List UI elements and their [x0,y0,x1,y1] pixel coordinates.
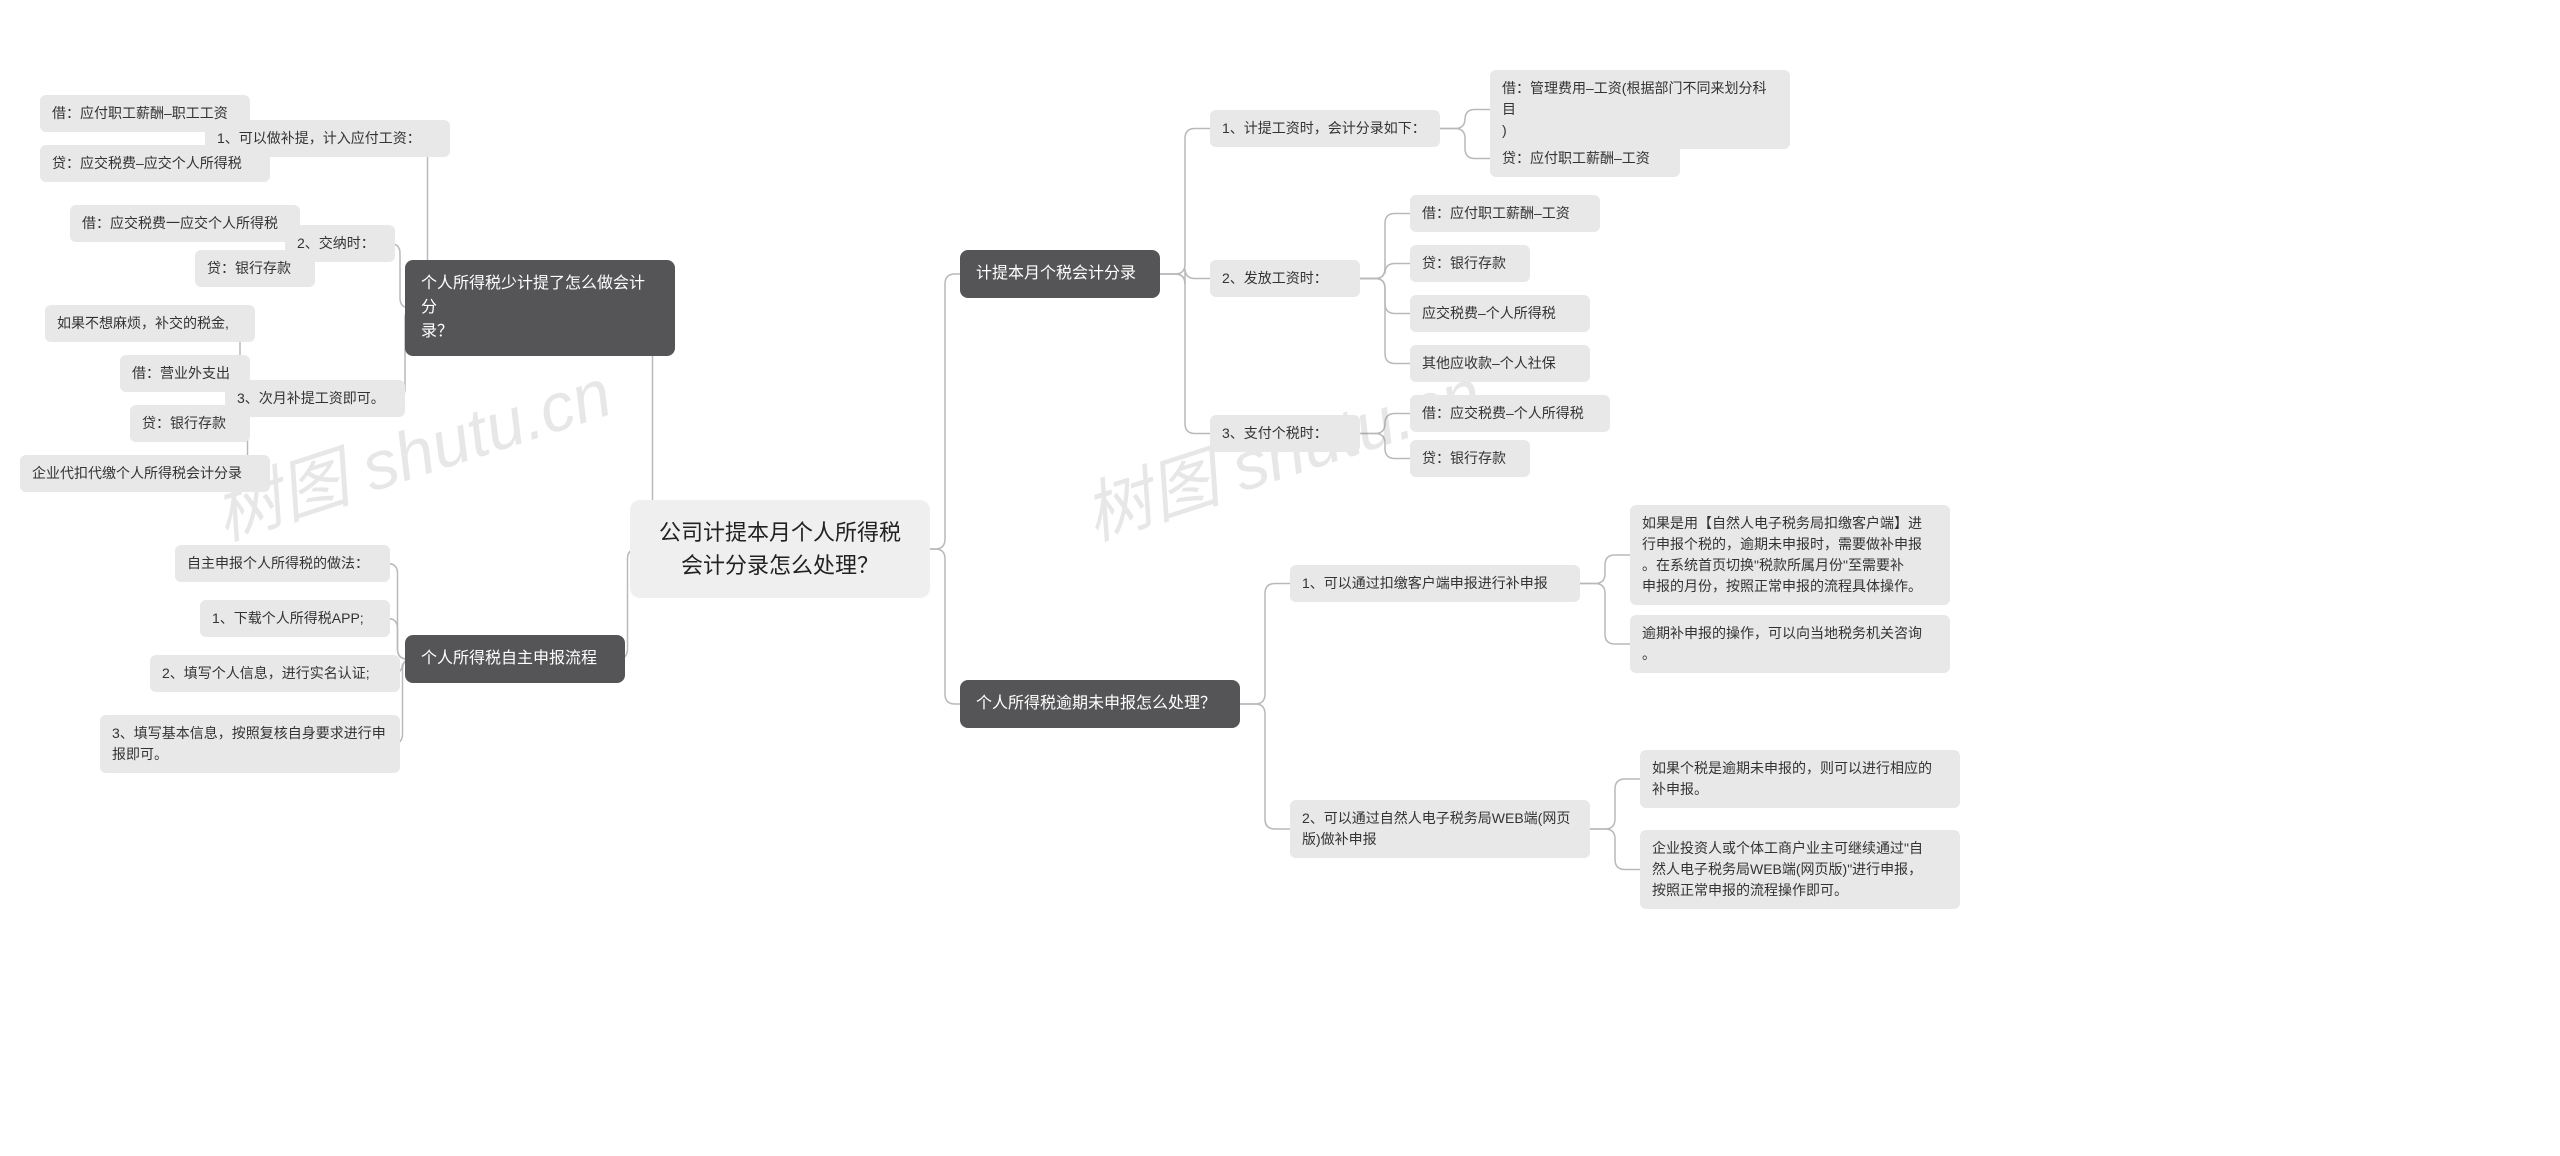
node-b2b2: 企业投资人或个体工商户业主可继续通过"自 然人电子税务局WEB端(网页版)"进行… [1640,830,1960,909]
node-b3c1: 如果不想麻烦，补交的税金, [45,305,255,342]
node-b3b1: 借：应交税费一应交个人所得税 [70,205,300,242]
node-b3: 个人所得税少计提了怎么做会计分 录？ [405,260,675,356]
node-b3c: 3、次月补提工资即可。 [225,380,405,417]
node-b2a: 1、可以通过扣缴客户端申报进行补申报 [1290,565,1580,602]
node-b1c1: 借：应交税费–个人所得税 [1410,395,1610,432]
node-b3a1: 借：应付职工薪酬–职工工资 [40,95,250,132]
node-b1: 计提本月个税会计分录 [960,250,1160,298]
node-b3c3: 贷：银行存款 [130,405,250,442]
node-b1a2: 贷：应付职工薪酬–工资 [1490,140,1680,177]
node-b1c2: 贷：银行存款 [1410,440,1530,477]
node-b4: 个人所得税自主申报流程 [405,635,625,683]
node-b4b: 1、下载个人所得税APP; [200,600,390,637]
node-b3b2: 贷：银行存款 [195,250,315,287]
node-b1c: 3、支付个税时： [1210,415,1360,452]
node-b2b: 2、可以通过自然人电子税务局WEB端(网页 版)做补申报 [1290,800,1590,858]
node-b4a: 自主申报个人所得税的做法： [175,545,390,582]
node-b2a2: 逾期补申报的操作，可以向当地税务机关咨询 。 [1630,615,1950,673]
watermark-1: 树图 shutu.cn [199,338,621,559]
node-b1b4: 其他应收款–个人社保 [1410,345,1590,382]
node-b3c2: 借：营业外支出 [120,355,250,392]
node-b1a: 1、计提工资时，会计分录如下： [1210,110,1440,147]
node-b3a2: 贷：应交税费–应交个人所得税 [40,145,270,182]
node-b4d: 3、填写基本信息，按照复核自身要求进行申 报即可。 [100,715,400,773]
node-b1a1: 借：管理费用–工资(根据部门不同来划分科目 ) [1490,70,1790,149]
node-b1b3: 应交税费–个人所得税 [1410,295,1590,332]
node-b2b1: 如果个税是逾期未申报的，则可以进行相应的 补申报。 [1640,750,1960,808]
root-node: 公司计提本月个人所得税 会计分录怎么处理？ [630,500,930,598]
node-b4c: 2、填写个人信息，进行实名认证; [150,655,400,692]
node-b2a1: 如果是用【自然人电子税务局扣缴客户端】进 行申报个税的，逾期未申报时，需要做补申… [1630,505,1950,605]
node-b3c4: 企业代扣代缴个人所得税会计分录 [20,455,270,492]
node-b1b2: 贷：银行存款 [1410,245,1530,282]
node-b1b: 2、发放工资时： [1210,260,1360,297]
node-b1b1: 借：应付职工薪酬–工资 [1410,195,1600,232]
node-b2: 个人所得税逾期未申报怎么处理？ [960,680,1240,728]
